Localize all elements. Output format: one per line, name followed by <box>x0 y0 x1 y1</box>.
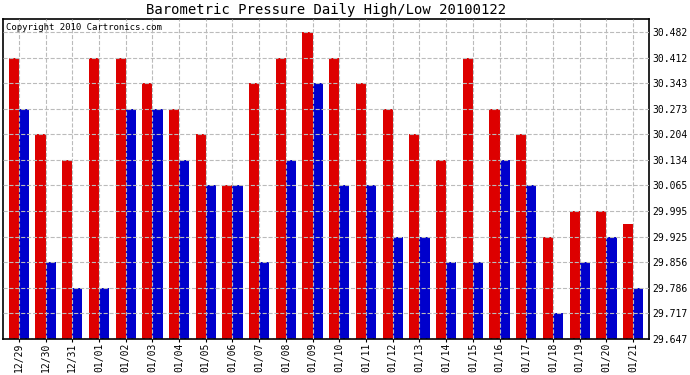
Bar <box>543 237 553 339</box>
Bar <box>607 237 617 339</box>
Bar <box>46 262 56 339</box>
Bar <box>126 109 136 339</box>
Bar <box>596 211 607 339</box>
Bar <box>206 185 216 339</box>
Bar <box>152 109 163 339</box>
Bar <box>115 58 126 339</box>
Bar <box>553 313 563 339</box>
Bar <box>446 262 456 339</box>
Bar <box>463 58 473 339</box>
Text: Copyright 2010 Cartronics.com: Copyright 2010 Cartronics.com <box>6 22 162 32</box>
Bar <box>500 160 510 339</box>
Bar <box>580 262 590 339</box>
Bar <box>383 109 393 339</box>
Bar <box>526 185 536 339</box>
Bar <box>356 83 366 339</box>
Bar <box>89 58 99 339</box>
Bar <box>196 134 206 339</box>
Bar <box>473 262 483 339</box>
Bar <box>409 134 420 339</box>
Bar <box>259 262 269 339</box>
Bar <box>633 288 643 339</box>
Bar <box>489 109 500 339</box>
Title: Barometric Pressure Daily High/Low 20100122: Barometric Pressure Daily High/Low 20100… <box>146 3 506 17</box>
Bar <box>142 83 152 339</box>
Bar <box>99 288 109 339</box>
Bar <box>339 185 350 339</box>
Bar <box>276 58 286 339</box>
Bar <box>9 58 19 339</box>
Bar <box>623 224 633 339</box>
Bar <box>286 160 296 339</box>
Bar <box>329 58 339 339</box>
Bar <box>72 288 82 339</box>
Bar <box>233 185 243 339</box>
Bar <box>179 160 189 339</box>
Bar <box>62 160 72 339</box>
Bar <box>19 109 29 339</box>
Bar <box>249 83 259 339</box>
Bar <box>393 237 403 339</box>
Bar <box>313 83 323 339</box>
Bar <box>436 160 446 339</box>
Bar <box>35 134 46 339</box>
Bar <box>569 211 580 339</box>
Bar <box>420 237 430 339</box>
Bar <box>169 109 179 339</box>
Bar <box>222 185 233 339</box>
Bar <box>302 32 313 339</box>
Bar <box>516 134 526 339</box>
Bar <box>366 185 376 339</box>
